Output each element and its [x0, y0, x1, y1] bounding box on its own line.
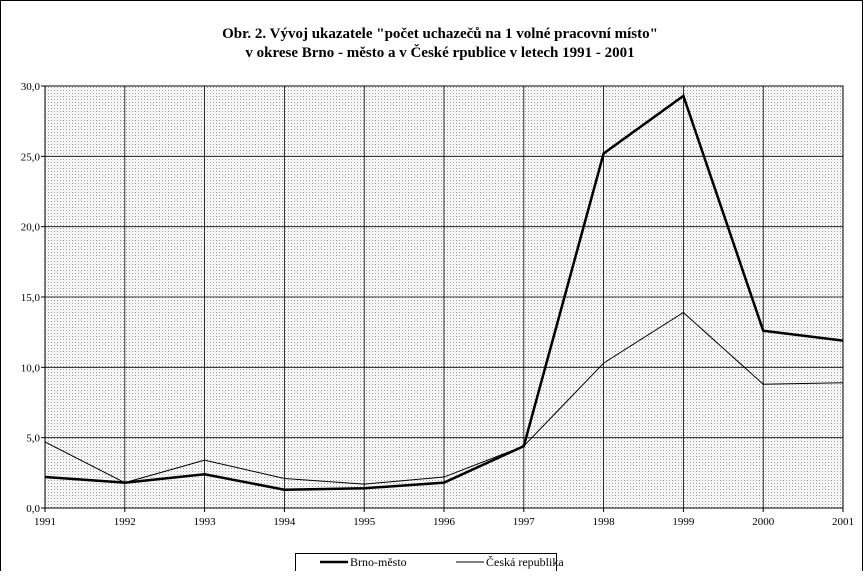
x-tick-label: 1995 — [353, 516, 376, 528]
legend-box — [295, 553, 557, 576]
x-tick-label: 1997 — [513, 516, 536, 528]
x-tick-label: 1991 — [34, 516, 56, 528]
x-tick-label: 2000 — [752, 516, 775, 528]
y-tick-label: 10,0 — [21, 362, 41, 374]
y-tick-label: 0,0 — [26, 503, 40, 515]
chart-subtitle: v okrese Brno - město a v České rpublice… — [245, 44, 634, 61]
x-tick-label: 1996 — [433, 516, 456, 528]
series-line — [44, 311, 844, 485]
x-tick-label: 1999 — [672, 516, 695, 528]
y-tick-label: 20,0 — [21, 222, 41, 234]
x-tick-label: 1998 — [593, 516, 616, 528]
series-line — [44, 93, 844, 491]
y-tick-label: 30,0 — [21, 81, 41, 93]
y-tick-label: 25,0 — [21, 151, 41, 163]
x-tick-label: 2001 — [832, 516, 854, 528]
y-tick-label: 5,0 — [26, 433, 40, 445]
x-tick-label: 1994 — [273, 516, 296, 528]
chart-title: Obr. 2. Vývoj ukazatele "počet uchazečů … — [222, 26, 658, 42]
legend-label: Česká republika — [486, 555, 564, 569]
x-tick-label: 1992 — [114, 516, 136, 528]
x-tick-label: 1993 — [194, 516, 217, 528]
y-tick-label: 15,0 — [21, 292, 41, 304]
legend-label: Brno-město — [350, 555, 407, 569]
